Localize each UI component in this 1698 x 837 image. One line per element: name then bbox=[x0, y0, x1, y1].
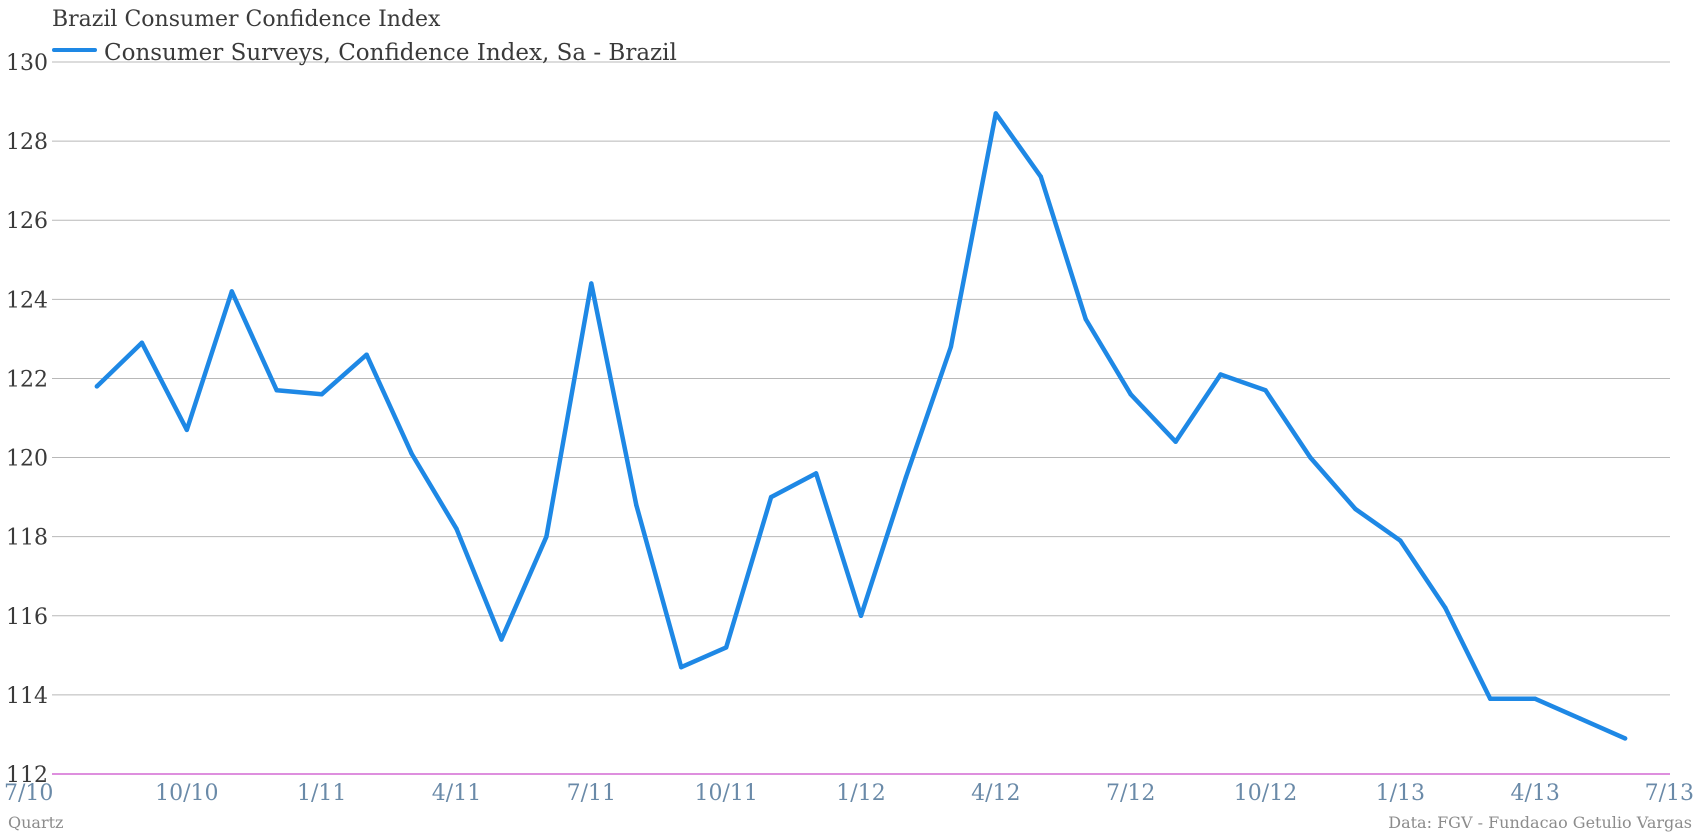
y-tick-label: 130 bbox=[6, 51, 48, 76]
x-tick-label: 7/11 bbox=[567, 781, 616, 806]
data-point bbox=[1038, 174, 1043, 179]
data-point bbox=[1218, 372, 1223, 377]
data-point bbox=[1488, 696, 1493, 702]
y-tick-label: 126 bbox=[6, 209, 48, 234]
x-tick-label: 1/12 bbox=[836, 781, 885, 806]
data-point bbox=[274, 388, 279, 393]
data-point bbox=[903, 475, 909, 480]
y-tick-label: 122 bbox=[6, 367, 48, 392]
x-tick-label: 4/12 bbox=[971, 781, 1020, 806]
data-point bbox=[544, 534, 549, 539]
x-tick-label: 7/13 bbox=[1645, 781, 1694, 806]
data-point bbox=[1128, 392, 1133, 397]
data-point bbox=[1577, 716, 1583, 721]
legend: Consumer Surveys, Confidence Index, Sa -… bbox=[52, 40, 677, 66]
y-tick-label: 124 bbox=[6, 288, 48, 313]
footer-source-right: Data: FGV - Fundacao Getulio Vargas bbox=[1388, 813, 1692, 832]
data-point bbox=[1443, 605, 1448, 611]
y-tick-label: 118 bbox=[6, 526, 48, 551]
footer-source-left: Quartz bbox=[8, 813, 63, 832]
x-tick-label: 4/13 bbox=[1510, 781, 1559, 806]
data-point bbox=[1398, 538, 1403, 543]
data-point bbox=[409, 451, 414, 456]
data-point bbox=[1173, 439, 1178, 444]
x-tick-label: 1/11 bbox=[297, 781, 346, 806]
data-point bbox=[679, 665, 684, 670]
series-lines bbox=[94, 111, 1628, 741]
data-point bbox=[589, 281, 594, 286]
x-tick-label: 10/12 bbox=[1234, 781, 1297, 806]
data-point bbox=[1083, 316, 1088, 322]
x-tick-label: 10/10 bbox=[155, 781, 218, 806]
data-point bbox=[723, 645, 729, 650]
y-axis-ticks: 112 114 116 118 120 122 124 126 128 130 bbox=[6, 51, 48, 788]
data-point bbox=[454, 526, 459, 531]
data-point bbox=[364, 352, 369, 357]
x-tick-label: 7/10 bbox=[4, 781, 53, 806]
y-tick-label: 112 bbox=[6, 763, 48, 788]
data-point bbox=[948, 344, 954, 349]
y-grid bbox=[52, 61, 1670, 775]
data-point bbox=[229, 289, 234, 294]
data-point bbox=[139, 340, 145, 346]
y-tick-label: 114 bbox=[6, 684, 48, 709]
x-tick-label: 1/13 bbox=[1376, 781, 1425, 806]
x-axis-ticks: 7/10 10/10 1/11 4/11 7/11 10/11 1/12 4/12 7/12 10… bbox=[4, 781, 1694, 806]
y-tick-label: 128 bbox=[6, 130, 48, 155]
x-tick-label: 10/11 bbox=[694, 781, 757, 806]
data-point bbox=[1308, 455, 1313, 460]
data-point bbox=[319, 392, 324, 397]
data-point bbox=[499, 637, 504, 642]
data-point bbox=[858, 613, 864, 618]
data-point bbox=[1263, 388, 1268, 393]
data-point bbox=[94, 384, 100, 389]
y-tick-label: 120 bbox=[6, 447, 48, 472]
y-tick-label: 116 bbox=[6, 605, 48, 630]
data-point bbox=[184, 427, 190, 433]
data-point bbox=[813, 471, 819, 476]
data-point bbox=[1622, 736, 1628, 741]
series-line bbox=[94, 111, 1628, 741]
data-point bbox=[993, 111, 999, 116]
x-tick-label: 4/11 bbox=[432, 781, 481, 806]
legend-label: Consumer Surveys, Confidence Index, Sa -… bbox=[104, 40, 677, 66]
data-point bbox=[1532, 696, 1538, 702]
data-point bbox=[1353, 506, 1358, 512]
x-tick-label: 7/12 bbox=[1106, 781, 1155, 806]
data-point bbox=[634, 502, 639, 508]
chart-title: Brazil Consumer Confidence Index bbox=[52, 7, 441, 32]
data-point bbox=[768, 494, 774, 500]
